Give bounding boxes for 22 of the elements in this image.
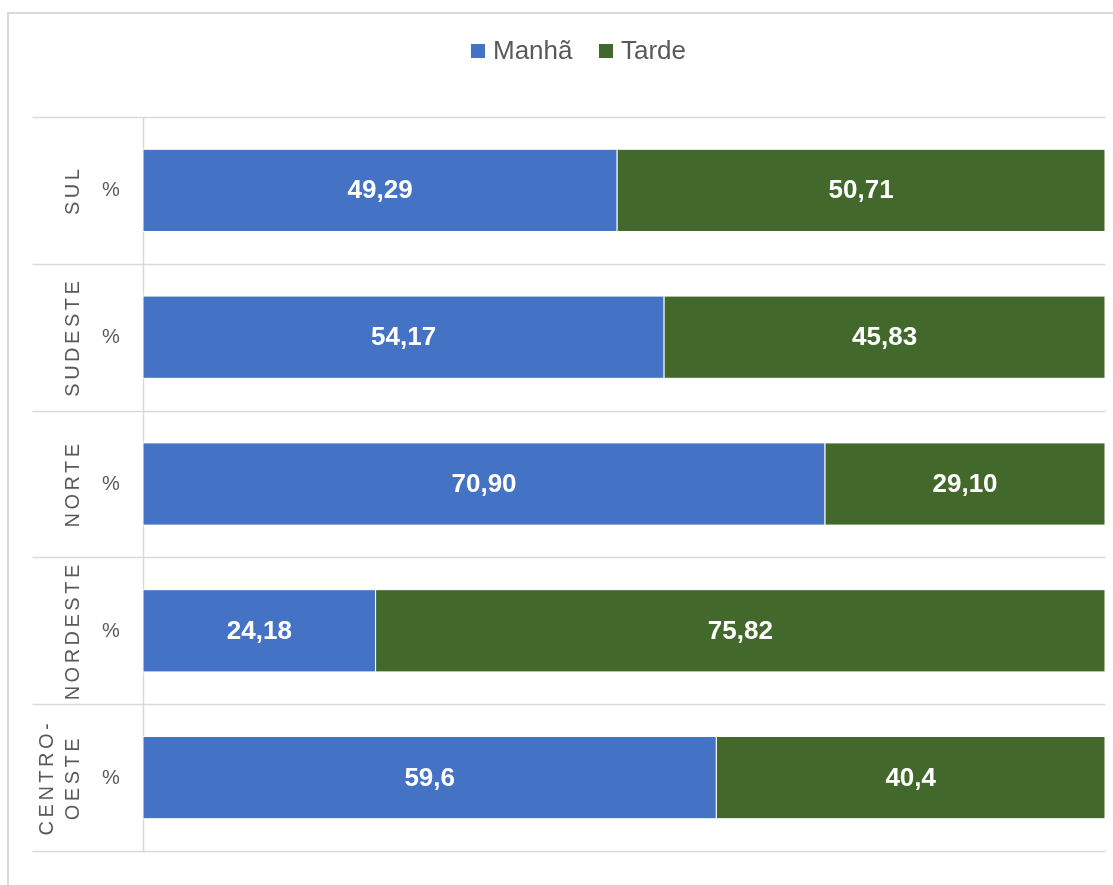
data-label: 49,29 <box>347 174 413 205</box>
legend-label: Tarde <box>621 35 687 65</box>
y-tick-label: NORTE <box>61 440 83 528</box>
data-label: 45,83 <box>852 321 918 352</box>
legend-label: Manhã <box>493 35 574 65</box>
text: % <box>102 178 121 201</box>
text: % <box>102 618 121 641</box>
data-label: 59,6 <box>404 761 455 792</box>
text: % <box>102 325 121 348</box>
data-label: 75,82 <box>707 614 773 645</box>
data-label: 54,17 <box>371 321 437 352</box>
data-label: 40,4 <box>885 761 937 792</box>
y-tick-label: NORDESTE <box>61 561 83 701</box>
data-label: 24,18 <box>226 614 292 645</box>
text: % <box>102 765 121 788</box>
data-label: 50,71 <box>828 174 894 205</box>
data-label: 29,10 <box>932 468 998 498</box>
y-tick-label: SUL <box>61 165 83 216</box>
y-tick-label: CENTRO-OESTE <box>35 719 83 836</box>
y-tick-label: SUDESTE <box>61 277 83 397</box>
text: % <box>102 472 121 494</box>
data-label: 70,90 <box>451 468 517 498</box>
